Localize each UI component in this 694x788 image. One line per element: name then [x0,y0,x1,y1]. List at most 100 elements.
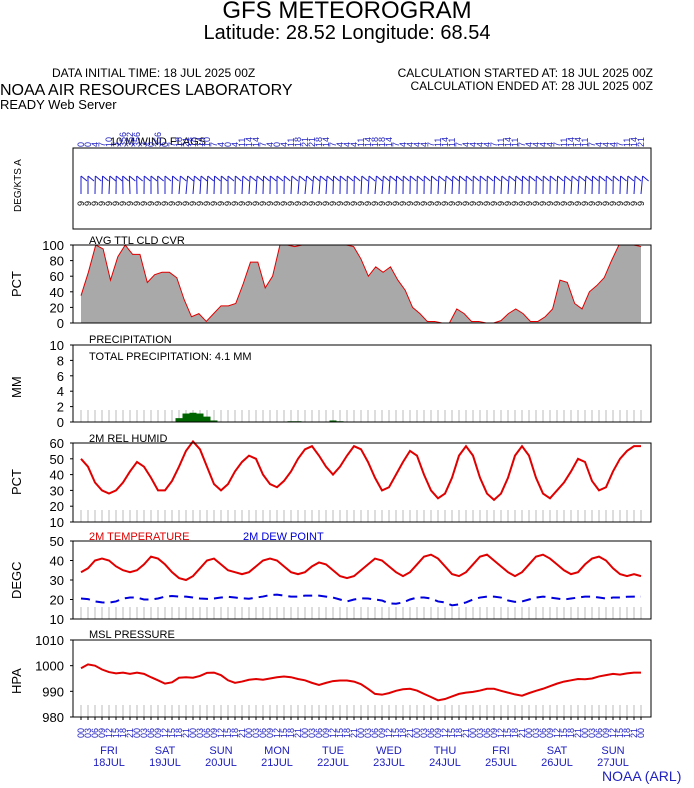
wind-barb-flag [313,175,320,182]
wind-barb [500,175,503,195]
wind-barb-flag [402,175,410,182]
wind-speed-label: 9 [230,201,240,206]
wind-speed-label: 9 [601,201,611,206]
x-hour-label: 21 [517,728,527,738]
wind-barb [248,175,251,195]
y-tick-label: 990 [42,684,64,699]
x-day-date: 23JUL [373,757,405,769]
location-subtitle: Latitude: 28.52 Longitude: 68.54 [203,22,491,44]
wind-barb-flag [634,175,642,182]
wind-speed-label: 9 [370,201,380,206]
wind-barb-flag [136,175,144,182]
wind-barb-flag [479,175,487,182]
wind-barb [185,175,189,195]
wind-barb-flag [416,175,424,182]
wind-barb-flag [87,175,95,182]
y-tick-label: 80 [50,254,64,269]
y-tick-label: 30 [50,483,64,498]
wind-direction-label: 352 [125,132,135,147]
x-hour-label: 18 [230,728,240,738]
wind-barb [437,175,440,195]
wind-speed-label: 9 [447,201,457,206]
wind-barb-flag [535,175,543,182]
wind-direction-label: 4 [230,142,240,147]
y-tick-label: 0 [57,415,64,430]
wind-speed-label: 9 [433,201,443,206]
wind-barb-flag [150,175,158,182]
y-tick-label: 0 [57,316,64,331]
wind-barb [374,175,377,195]
wind-direction-label: 11 [622,138,632,147]
x-hour-label: 15 [391,728,401,738]
wind-speed-label: 9 [97,201,107,206]
x-hour-label: 06 [538,728,548,738]
wind-speed-label: 9 [104,201,114,206]
wind-barb-flag [283,175,291,182]
wind-barb [262,175,265,195]
wind-speed-label: 9 [265,201,275,206]
wind-barb-flag [249,175,257,182]
y-tick-label: 60 [50,269,64,284]
wind-speed-label: 9 [125,201,135,206]
wind-barb-flag [592,175,599,182]
wind-barb-flag [320,175,327,182]
wind-speed-labels: 9999999999999999999999999999999999999999… [76,201,646,206]
wind-speed-label: 9 [454,201,464,206]
precip-total: TOTAL PRECIPITATION: 4.1 MM [89,351,252,363]
wind-direction-label: 14 [244,137,254,147]
wind-direction-label: 0 [160,142,170,147]
wind-direction-label: 0 [223,142,233,147]
wind-direction-label: 4 [482,142,492,147]
wind-direction-label: 7 [587,142,597,147]
x-day-date: 18JUL [93,757,125,769]
wind-speed-label: 9 [538,201,548,206]
wind-barb-flag [194,175,201,182]
y-tick-label: 20 [50,300,64,315]
wind-direction-label: 21 [300,137,310,147]
pres-panel: MSL PRESSURE HPA 980 990 1000 1010 [9,629,652,725]
x-hour-label: 03 [195,728,205,738]
y-tick-label: 10 [50,338,64,353]
wind-barb-flag [339,175,347,182]
x-hour-label: 09 [97,728,107,738]
wind-barb-flag [549,175,557,182]
wind-barb [206,175,209,195]
wind-barb-flag [291,175,299,182]
wind-barb [584,175,587,195]
x-hour-label: 18 [622,728,632,738]
temp-panel: 2M TEMPERATURE 2M DEW POINT DEGC 10 20 30 4… [9,531,652,627]
rh-ylabel: PCT [9,469,24,495]
pres-ylabel: HPA [9,668,24,694]
x-hour-label: 15 [503,728,513,738]
wind-barb-flag [522,175,529,182]
x-hour-label: 09 [601,728,611,738]
y-tick-label: 4 [57,384,64,399]
wind-barb [514,175,517,195]
wind-speed-label: 9 [531,201,541,206]
x-hour-label: 12 [440,728,450,738]
y-tick-label: 20 [50,499,64,514]
x-hour-label: 00 [524,728,534,738]
y-tick-label: 8 [57,353,64,368]
wind-direction-label: 3 [139,142,149,147]
wind-barb [241,175,244,195]
wind-speed-label: 9 [342,201,352,206]
wind-barb-flag [129,175,136,182]
wind-barb-flag [333,175,340,182]
wind-speed-label: 9 [517,201,527,206]
wind-barb-flag [109,175,117,182]
wind-speed-label: 9 [510,201,520,206]
wind-direction-label: 21 [636,137,646,147]
x-hour-label: 21 [237,728,247,738]
wind-speed-label: 9 [566,201,576,206]
wind-direction-label: 18 [314,137,324,147]
wind-speed-label: 9 [391,201,401,206]
wind-barb-flag [571,175,579,182]
wind-direction-label: 14 [503,137,513,147]
wind-barb-flag [368,175,376,182]
wind-barb-flag [396,175,403,182]
x-hour-label: 06 [594,728,604,738]
wind-speed-label: 9 [636,201,646,206]
temp-legend-dewpoint: 2M DEW POINT [243,531,324,543]
wind-direction-label: 7 [97,142,107,147]
